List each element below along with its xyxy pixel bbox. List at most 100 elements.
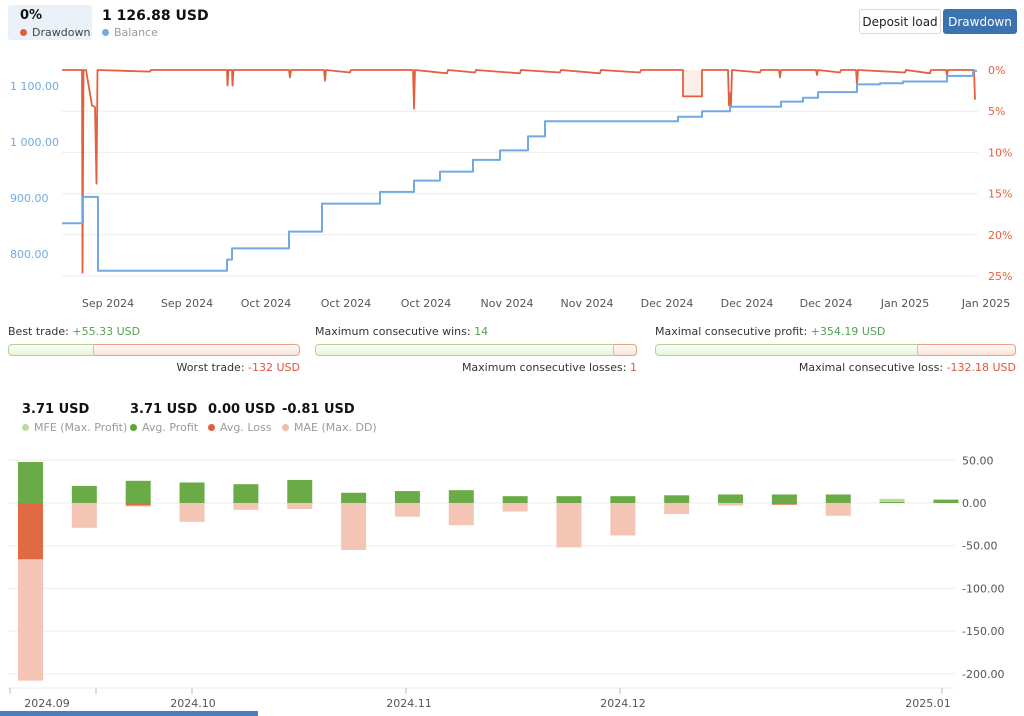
x-axis-label: 2024.12	[600, 697, 646, 710]
bar-profit-segment	[448, 490, 474, 503]
drawdown-legend-badge[interactable]: 0% Drawdown	[8, 5, 92, 40]
balance-value: 1 126.88 USD	[102, 8, 209, 24]
right-axis-label: 25%	[988, 270, 1012, 283]
y-axis-label: 50.00	[962, 454, 994, 467]
mfe-dot-icon	[22, 424, 29, 431]
x-axis-label: Oct 2024	[241, 297, 292, 310]
bar-profit-segment	[394, 491, 420, 503]
balance-line	[62, 69, 977, 272]
mfe-value: 3.71 USD	[22, 402, 90, 417]
bar-profit-segment	[933, 499, 959, 503]
x-axis-label: 2025.01	[905, 697, 951, 710]
stat-best-worst-trade: Best trade: +55.33 USD Worst trade: -132…	[8, 325, 300, 374]
bar-mae-segment	[125, 505, 151, 507]
x-axis-label: Dec 2024	[721, 297, 774, 310]
right-axis-label: 5%	[988, 105, 1005, 118]
best-worst-ratio-bar	[8, 344, 300, 356]
drawdown-dot-icon	[20, 29, 27, 36]
avg-loss-dot-icon	[208, 424, 215, 431]
max-profit-value: +354.19 USD	[810, 325, 886, 338]
bar-profit-segment	[71, 485, 97, 503]
bar-profit-segment	[179, 482, 205, 503]
ratio-bar-green	[655, 344, 918, 356]
horizontal-scrollbar-thumb[interactable]	[0, 711, 258, 716]
max-losses-value: 1	[630, 361, 637, 374]
x-axis-label: 2024.09	[24, 697, 70, 710]
stat-consecutive-profit: Maximal consecutive profit: +354.19 USD …	[655, 325, 1016, 374]
bar-mae-segment	[287, 503, 313, 509]
bar-mae-segment	[394, 503, 420, 517]
x-axis-label: Oct 2024	[401, 297, 452, 310]
bar-profit-segment	[879, 501, 905, 503]
ratio-bar-red	[94, 344, 300, 356]
bar-profit-segment	[610, 496, 636, 503]
metric-avg-loss: 0.00 USD Avg. Loss	[208, 402, 275, 434]
drawdown-region	[683, 70, 702, 97]
balance-dot-icon	[102, 29, 109, 36]
bar-loss-segment	[18, 503, 43, 560]
bar-loss-segment	[125, 503, 151, 506]
bar-profit-segment	[718, 494, 744, 503]
ratio-bar-red	[614, 344, 637, 356]
worst-trade-value: -132 USD	[248, 361, 300, 374]
drawdown-button[interactable]: Drawdown	[943, 9, 1017, 34]
max-wins-label: Maximum consecutive wins:	[315, 325, 471, 338]
x-axis-label: Dec 2024	[800, 297, 853, 310]
mfe-label: MFE (Max. Profit)	[34, 421, 128, 434]
right-axis-label: 0%	[988, 64, 1005, 77]
y-axis-label: -50.00	[962, 540, 997, 553]
balance-legend[interactable]: 1 126.88 USD Balance	[102, 8, 209, 39]
left-axis-label: 1 100.00	[10, 80, 59, 93]
x-axis-label: Sep 2024	[82, 297, 134, 310]
bar-mae-segment	[610, 503, 636, 536]
drawdown-legend-label: Drawdown	[32, 26, 91, 39]
profit-loss-ratio-bar	[655, 344, 1016, 356]
x-axis-label: Jan 2025	[880, 297, 929, 310]
max-profit-label: Maximal consecutive profit:	[655, 325, 808, 338]
bar-mae-segment	[71, 503, 97, 528]
left-axis-label: 1 000.00	[10, 136, 59, 149]
bar-profit-segment	[287, 479, 313, 503]
right-axis-label: 10%	[988, 146, 1012, 159]
bar-mae-segment	[825, 503, 851, 516]
x-axis-label: 2024.10	[170, 697, 216, 710]
bar-mae-segment	[233, 503, 259, 510]
right-axis-label: 15%	[988, 188, 1012, 201]
x-axis-label: Jan 2025	[961, 297, 1010, 310]
deposit-load-button[interactable]: Deposit load	[859, 9, 941, 34]
bar-profit-segment	[125, 480, 151, 503]
drawdown-percent-value: 0%	[20, 8, 43, 23]
max-losses-label: Maximum consecutive losses:	[461, 361, 627, 374]
stat-consecutive-wins: Maximum consecutive wins: 14 Maximum con…	[315, 325, 637, 374]
x-axis-label: Sep 2024	[161, 297, 213, 310]
right-axis-label: 20%	[988, 229, 1012, 242]
bar-mae-segment	[18, 559, 43, 681]
avg-profit-label: Avg. Profit	[142, 421, 199, 434]
metric-avg-profit: 3.71 USD Avg. Profit	[130, 402, 198, 434]
bar-profit-segment	[771, 494, 797, 503]
ratio-bar-red	[917, 344, 1016, 356]
bar-mae-segment	[556, 503, 582, 548]
y-axis-label: -150.00	[962, 625, 1004, 638]
max-loss-value: -132.18 USD	[946, 361, 1016, 374]
bar-profit-segment	[556, 496, 582, 503]
bar-mae-segment	[502, 503, 528, 512]
bar-mfe-segment	[879, 498, 905, 502]
drawdown-line	[62, 69, 976, 274]
bar-profit-segment	[664, 495, 690, 503]
bar-mae-segment	[179, 503, 205, 522]
metric-mfe: 3.71 USD MFE (Max. Profit)	[22, 402, 127, 434]
y-axis-label: -100.00	[962, 582, 1004, 595]
bar-mae-segment	[718, 503, 744, 506]
y-axis-label: -200.00	[962, 668, 1004, 681]
bar-profit-segment	[18, 462, 43, 503]
bar-mae-segment	[341, 503, 367, 550]
avg-loss-value: 0.00 USD	[208, 402, 276, 417]
max-loss-label: Maximal consecutive loss:	[798, 361, 944, 374]
bar-profit-segment	[233, 484, 259, 503]
left-axis-label: 900.00	[10, 192, 49, 205]
max-wins-value: 14	[474, 325, 489, 338]
bar-profit-segment	[825, 494, 851, 503]
worst-trade-label: Worst trade:	[176, 361, 245, 374]
